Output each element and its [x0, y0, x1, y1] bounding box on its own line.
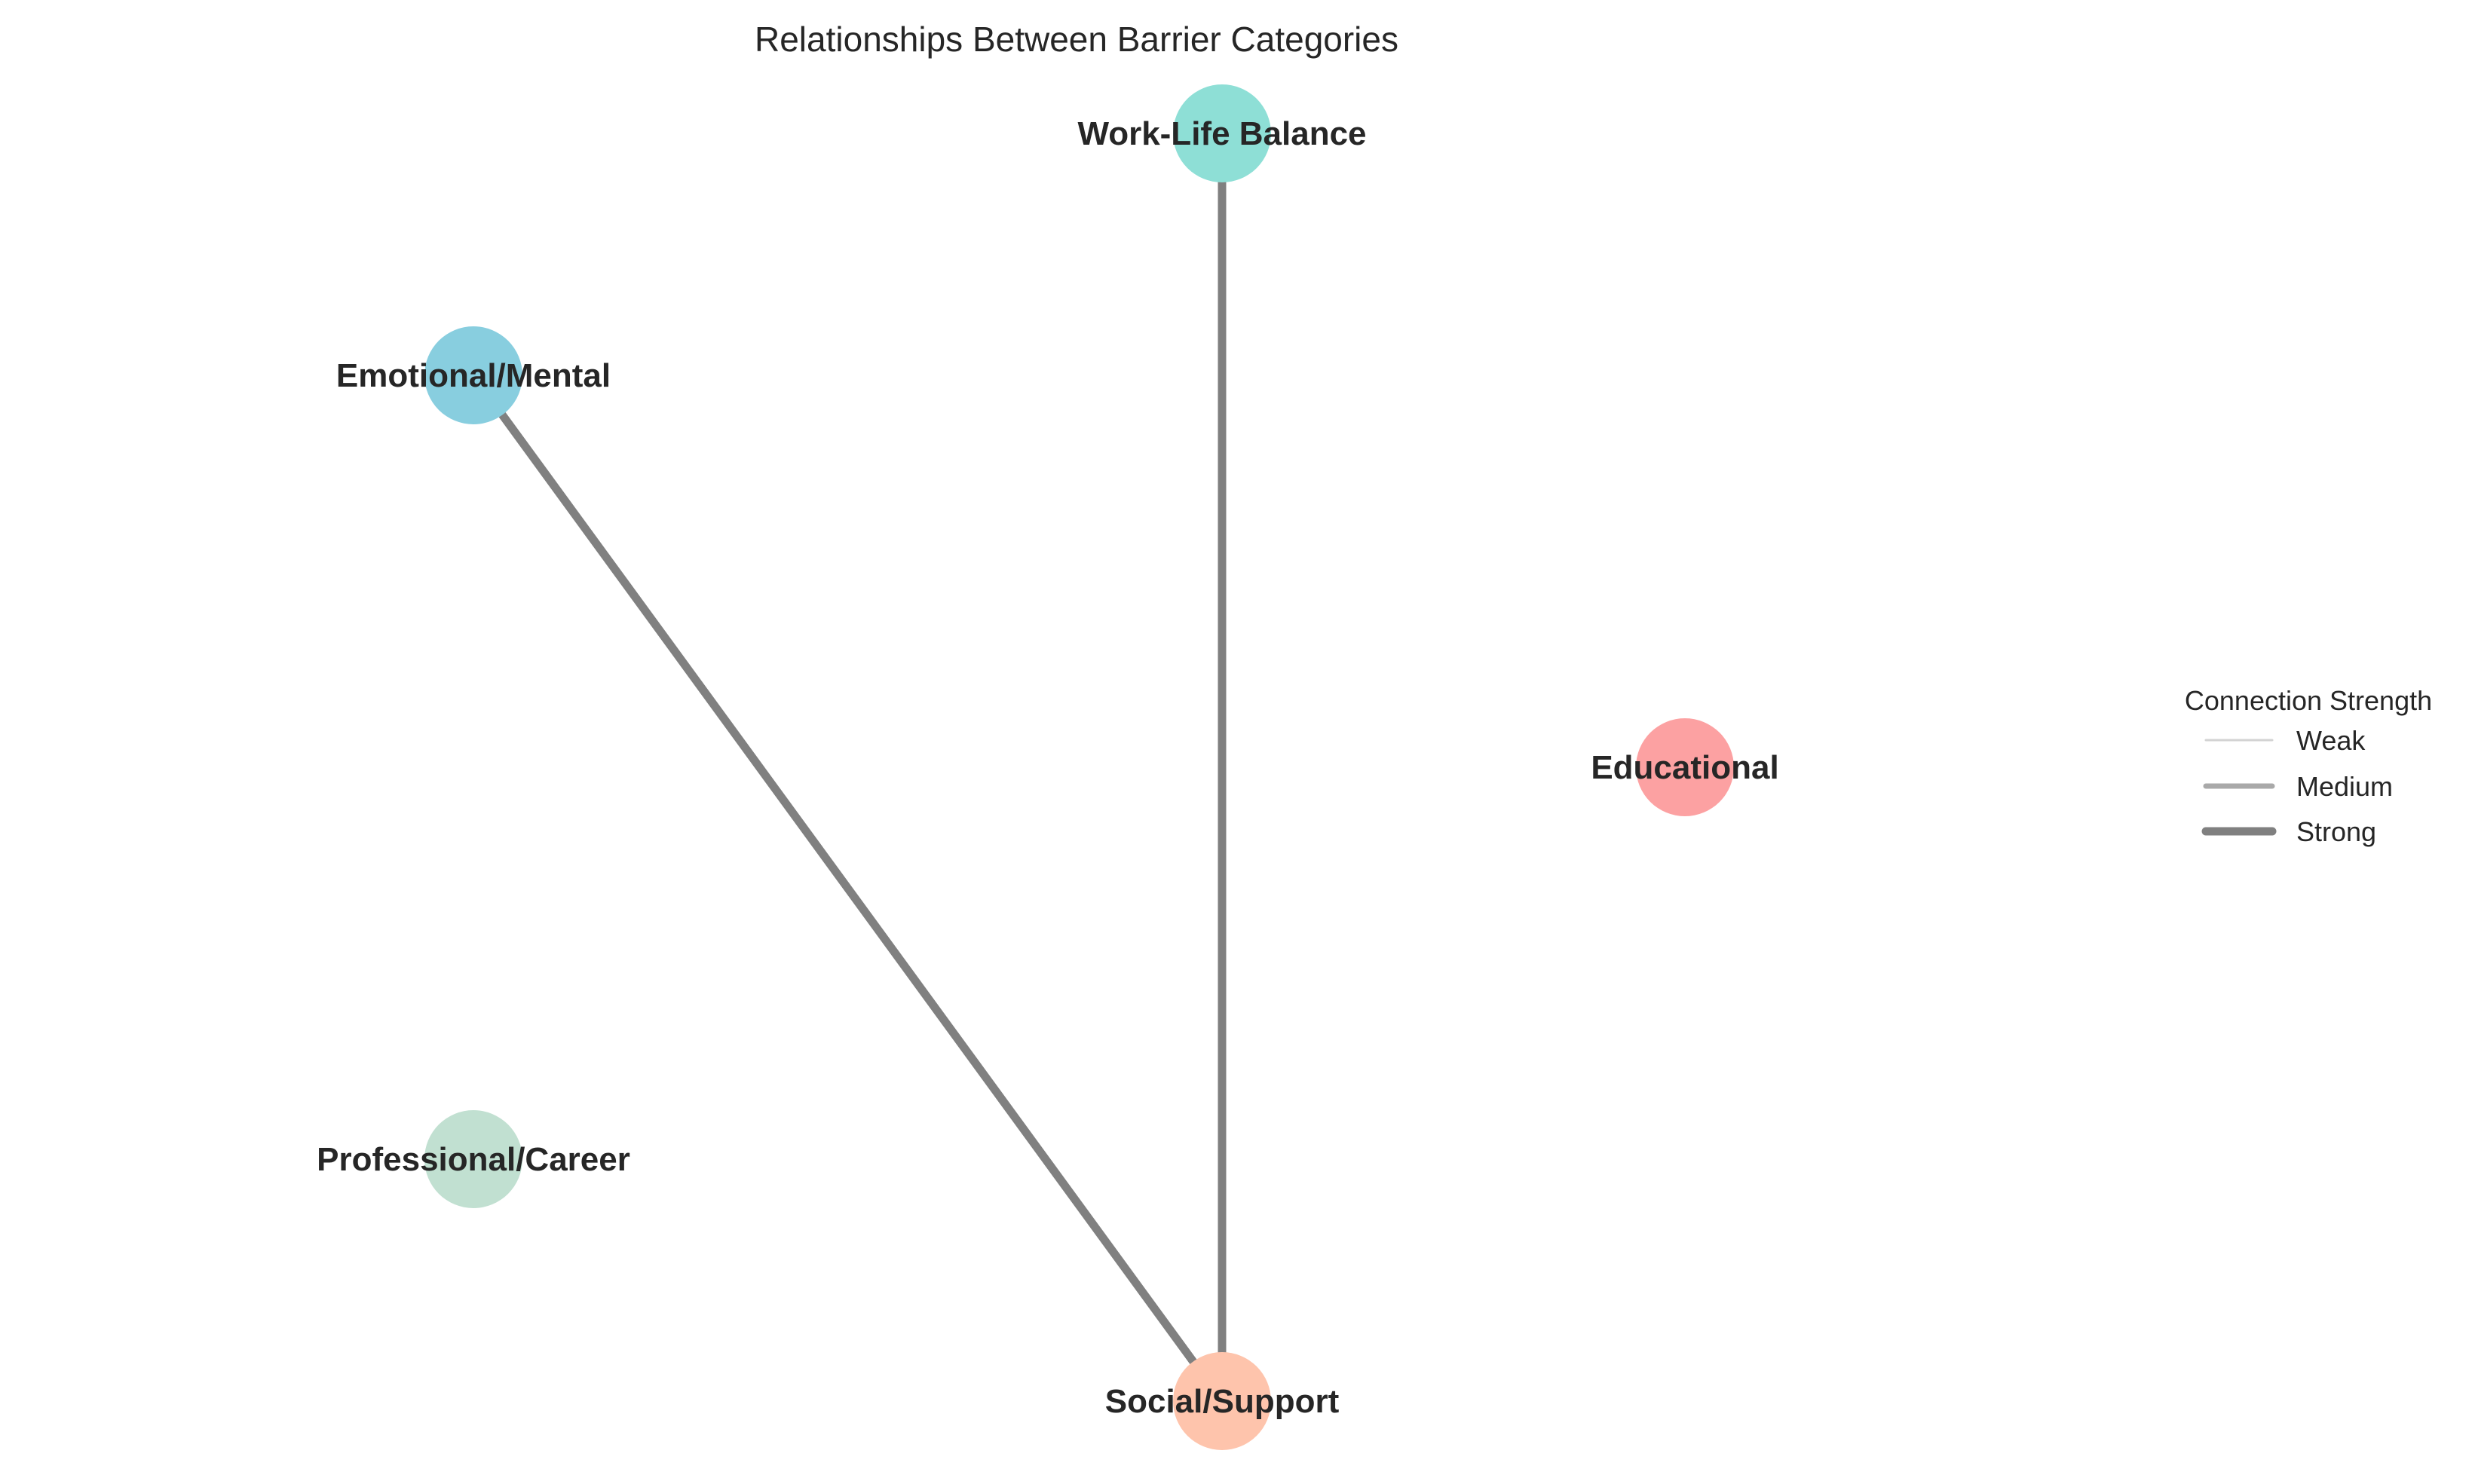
node-social-support: [1173, 1352, 1271, 1450]
node-label-professional-career: Professional/Career: [317, 1141, 630, 1178]
nodes-layer: [424, 84, 1734, 1450]
node-label-educational: Educational: [1591, 749, 1778, 786]
node-label-emotional-mental: Emotional/Mental: [336, 357, 611, 394]
node-emotional-mental: [424, 326, 522, 424]
node-label-social-support: Social/Support: [1105, 1383, 1340, 1420]
node-work-life-balance: [1173, 84, 1271, 182]
node-professional-career: [424, 1110, 522, 1208]
legend: Connection Strength Weak Medium Strong: [2185, 685, 2432, 847]
edges-layer: [469, 129, 1227, 1406]
node-educational: [1636, 718, 1734, 816]
diagram-title: Relationships Between Barrier Categories: [755, 20, 1398, 59]
legend-weak-label: Weak: [2296, 725, 2366, 756]
node-label-work-life-balance: Work-Life Balance: [1077, 115, 1366, 152]
legend-medium-label: Medium: [2296, 771, 2393, 802]
legend-strong-label: Strong: [2296, 816, 2376, 847]
labels-layer: Work-Life Balance Emotional/Mental Educati…: [317, 115, 1779, 1420]
legend-title: Connection Strength: [2185, 685, 2432, 716]
edge-emotional-mental-to-social-support: [469, 371, 1227, 1406]
